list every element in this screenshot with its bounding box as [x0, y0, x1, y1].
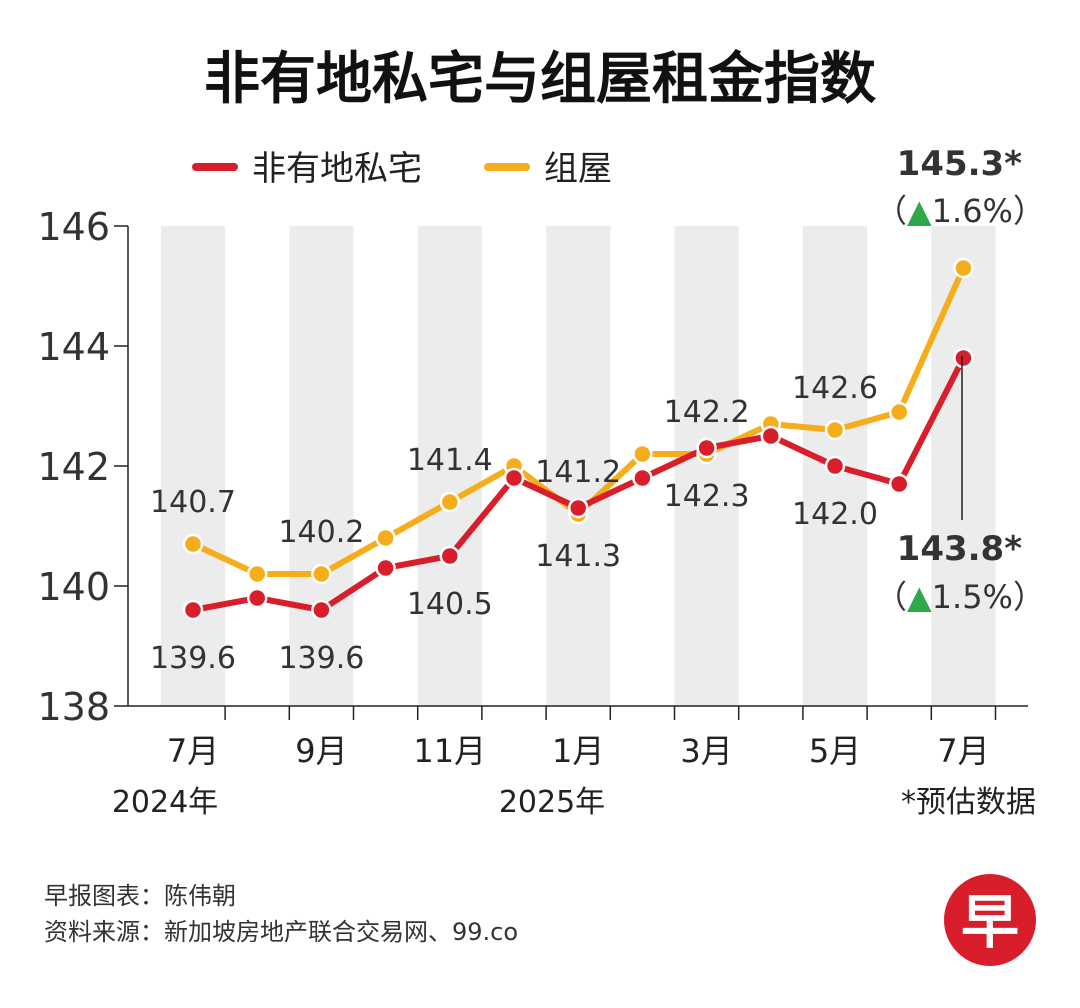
- y-tick-label-144: 144: [37, 325, 110, 369]
- point-s1-3: [375, 527, 396, 549]
- data-label-2: 140.2: [278, 515, 364, 550]
- legend-label-hdb: 组屋: [544, 149, 612, 189]
- series-points: [182, 257, 974, 621]
- y-tick-label-146: 146: [37, 205, 110, 249]
- data-label-9: 142.3: [664, 479, 750, 514]
- chart-title: 非有地私宅与组屋租金指数: [204, 47, 876, 112]
- point-s1-11: [888, 401, 910, 423]
- data-label-11: 142.0: [792, 497, 878, 532]
- band-4: [417, 226, 482, 706]
- data-label-4: 141.4: [407, 443, 493, 478]
- footer-credit: 早报图表：陈伟朝: [44, 882, 236, 910]
- data-label-6: 141.2: [535, 455, 621, 490]
- point-s0-0: [182, 599, 204, 621]
- y-tick-label-140: 140: [37, 565, 110, 609]
- point-s0-1: [246, 587, 268, 609]
- point-s0-10: [824, 455, 846, 477]
- band-6: [546, 226, 611, 706]
- data-label-7: 141.3: [535, 539, 621, 574]
- footer-source: 资料来源：新加坡房地产联合交易网、99.co: [44, 918, 518, 946]
- callout-private-value: 143.8*: [897, 529, 1023, 569]
- point-s0-5: [503, 467, 525, 489]
- year-label-6: 2025年: [499, 785, 605, 820]
- axes: 138 140 142 144 146 7月 9月 11月 1月 3月 5月 7月 2024年 2025年: [37, 205, 1028, 820]
- data-labels: 140.7 139.6 140.2 139.6 141.4 140.5 141.2 141.3…: [150, 371, 878, 676]
- band-8: [674, 226, 739, 706]
- year-label-0: 2024年: [112, 785, 218, 820]
- data-label-5: 140.5: [407, 587, 493, 622]
- point-s1-0: [182, 533, 204, 555]
- point-s0-9: [760, 425, 782, 447]
- point-s0-4: [439, 545, 461, 567]
- x-tick-label-12: 7月: [937, 732, 989, 770]
- y-tick-label-142: 142: [37, 445, 110, 489]
- point-s1-12: [953, 257, 974, 279]
- point-s0-8: [696, 437, 717, 459]
- legend: 非有地私宅 组屋: [192, 149, 612, 189]
- point-s0-3: [375, 557, 396, 579]
- callout-private-change: （▲1.5%）: [875, 578, 1045, 616]
- x-tick-label-6: 1月: [552, 732, 604, 770]
- point-s0-11: [888, 473, 910, 495]
- data-label-0: 140.7: [150, 485, 236, 520]
- point-s1-2: [311, 563, 332, 585]
- callout-hdb-change: （▲1.6%）: [875, 192, 1045, 230]
- x-tick-label-8: 3月: [680, 732, 732, 770]
- point-s0-12: [953, 347, 974, 369]
- point-s0-7: [632, 467, 653, 489]
- point-s1-7: [632, 443, 653, 465]
- y-tick-label-138: 138: [37, 685, 110, 729]
- estimate-note: *预估数据: [901, 785, 1036, 820]
- data-label-1: 139.6: [150, 641, 236, 676]
- x-tick-label-10: 5月: [809, 732, 861, 770]
- data-label-3: 139.6: [278, 641, 364, 676]
- point-s0-2: [311, 599, 332, 621]
- callout-private: 143.8* （▲1.5%）: [875, 356, 1045, 616]
- band-0: [160, 226, 226, 706]
- data-label-8: 142.2: [664, 395, 750, 430]
- x-tick-label-4: 11月: [413, 732, 486, 770]
- point-s1-1: [246, 563, 268, 585]
- x-tick-label-0: 7月: [167, 732, 219, 770]
- band-2: [289, 226, 354, 706]
- footer: 早报图表：陈伟朝 资料来源：新加坡房地产联合交易网、99.co: [44, 882, 518, 946]
- legend-label-private: 非有地私宅: [252, 149, 422, 189]
- data-label-10: 142.6: [792, 371, 878, 406]
- zaobao-logo: 早: [944, 874, 1036, 966]
- logo-char: 早: [961, 888, 1019, 956]
- point-s1-4: [439, 491, 461, 513]
- x-tick-label-2: 9月: [295, 732, 347, 770]
- band-12: [931, 226, 996, 706]
- point-s1-10: [824, 419, 846, 441]
- callout-hdb: 145.3* （▲1.6%）: [875, 144, 1045, 230]
- callout-hdb-value: 145.3*: [897, 144, 1023, 184]
- point-s0-6: [567, 497, 589, 519]
